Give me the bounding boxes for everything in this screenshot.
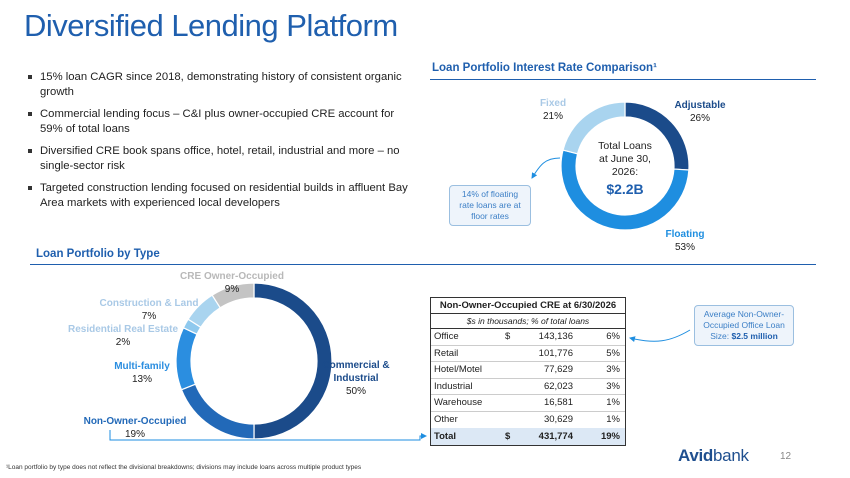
label-construction-pct: 7% [141, 311, 157, 322]
non-owner-connector-arrow [109, 430, 427, 441]
row-pct: 1% [606, 414, 620, 426]
table-row: Retail 101,776 5% [431, 346, 625, 362]
row-label: Warehouse [434, 397, 483, 409]
page-title: Diversified Lending Platform [24, 8, 398, 43]
total-currency: $ [505, 430, 511, 442]
cre-table: Non-Owner-Occupied CRE at 6/30/2026 $s i… [430, 297, 626, 446]
label-fixed-pct: 21% [542, 111, 563, 122]
row-pct: 6% [606, 331, 620, 343]
label-residential-pct: 2% [115, 337, 131, 348]
center-line-1: Total Loans [598, 140, 652, 152]
label-floating-pct: 53% [674, 242, 695, 253]
office-loan-callout: Average Non-Owner-Occupied Office Loan S… [694, 305, 794, 346]
label-adjustable-pct: 26% [689, 113, 710, 124]
total-label: Total [434, 430, 456, 442]
bullet-item: Commercial lending focus – C&I plus owne… [26, 107, 411, 137]
label-commercial: Commercial & Industrial 50% [322, 359, 390, 398]
label-cre-owner: CRE Owner-Occupied 9% [172, 270, 292, 296]
footnote: ¹Loan portfolio by type does not reflect… [6, 464, 362, 471]
logo-bold: Avid [678, 446, 714, 465]
row-pct: 3% [606, 364, 620, 376]
table-body: Office $143,136 6% Retail 101,776 5% Hotel/Mot… [431, 329, 625, 428]
office-callout-text: Average Non-Owner-Occupied Office Loan S… [703, 309, 785, 341]
table-row: Industrial 62,023 3% [431, 379, 625, 395]
label-commercial-pct: 50% [345, 386, 366, 397]
floor-rate-callout: 14% of floating rate loans are at floor … [449, 185, 531, 226]
table-row: Office $143,136 6% [431, 329, 625, 346]
label-non-owner: Non-Owner-Occupied 19% [70, 415, 200, 441]
label-cre-owner-name: CRE Owner-Occupied [180, 271, 284, 282]
page-number: 12 [780, 451, 792, 462]
label-multifamily-pct: 13% [131, 374, 152, 385]
type-heading-rule [30, 264, 816, 265]
row-amount: 77,629 [543, 364, 573, 376]
row-amount: 101,776 [538, 347, 573, 359]
table-total-row: Total $ 431,774 19% [431, 428, 625, 445]
avidbank-logo: Avidbank [678, 446, 749, 466]
row-pct: 5% [606, 347, 620, 359]
logo-rest: bank [713, 446, 749, 465]
table-title: Non-Owner-Occupied CRE at 6/30/2026 [431, 298, 625, 314]
table-row: Other 30,629 1% [431, 412, 625, 429]
label-multifamily: Multi-family 13% [100, 360, 184, 386]
total-pct: 19% [600, 430, 620, 442]
label-non-owner-pct: 19% [124, 429, 145, 440]
total-amount: 431,774 [538, 430, 573, 442]
center-line-3: 2026: [611, 166, 639, 178]
rate-heading-rule [430, 79, 816, 80]
label-floating: Floating 53% [656, 228, 714, 254]
slice-fixed [562, 101, 626, 155]
label-construction-name: Construction & Land [99, 298, 199, 309]
row-currency: $ [505, 331, 511, 343]
label-commercial-name: Commercial & Industrial [322, 360, 390, 384]
label-residential-name: Residential Real Estate [67, 324, 179, 335]
row-label: Other [434, 414, 458, 426]
row-pct: 1% [606, 397, 620, 409]
center-line-2: at June 30, [599, 153, 651, 165]
row-label: Industrial [434, 380, 473, 392]
office-callout-value: $2.5 million [731, 331, 778, 341]
rate-chart-heading: Loan Portfolio Interest Rate Comparison¹ [432, 62, 657, 74]
row-label: Office [434, 331, 459, 343]
type-chart-heading: Loan Portfolio by Type [36, 248, 160, 260]
bullet-item: 15% loan CAGR since 2018, demonstrating … [26, 70, 411, 100]
label-non-owner-name: Non-Owner-Occupied [83, 416, 187, 427]
row-amount: 30,629 [543, 414, 573, 426]
row-label: Hotel/Motel [434, 364, 483, 376]
row-amount: 62,023 [543, 380, 573, 392]
table-row: Warehouse 16,581 1% [431, 395, 625, 412]
row-amount: 143,136 [538, 331, 573, 343]
label-fixed: Fixed 21% [523, 97, 583, 123]
slice-cre-owner-occupied [211, 282, 255, 309]
label-residential: Residential Real Estate 2% [56, 323, 190, 349]
row-amount: 16,581 [543, 397, 573, 409]
floor-callout-arrow [531, 157, 561, 179]
row-pct: 3% [606, 380, 620, 392]
label-floating-name: Floating [665, 229, 705, 240]
label-adjustable-name: Adjustable [674, 100, 726, 111]
label-construction: Construction & Land 7% [86, 297, 212, 323]
label-fixed-name: Fixed [539, 98, 567, 109]
table-subtitle: $s in thousands; % of total loans [431, 314, 625, 329]
office-callout-arrow [629, 329, 691, 343]
bullet-item: Targeted construction lending focused on… [26, 181, 411, 211]
center-amount: $2.2B [606, 181, 644, 197]
donut-center-text: Total Loans at June 30, 2026: $2.2B [585, 140, 665, 196]
bullet-list: 15% loan CAGR since 2018, demonstrating … [26, 70, 411, 218]
label-cre-owner-pct: 9% [224, 284, 240, 295]
table-row: Hotel/Motel 77,629 3% [431, 362, 625, 379]
label-multifamily-name: Multi-family [114, 361, 170, 372]
label-adjustable: Adjustable 26% [664, 99, 736, 125]
bullet-item: Diversified CRE book spans office, hotel… [26, 144, 411, 174]
row-label: Retail [434, 347, 459, 359]
